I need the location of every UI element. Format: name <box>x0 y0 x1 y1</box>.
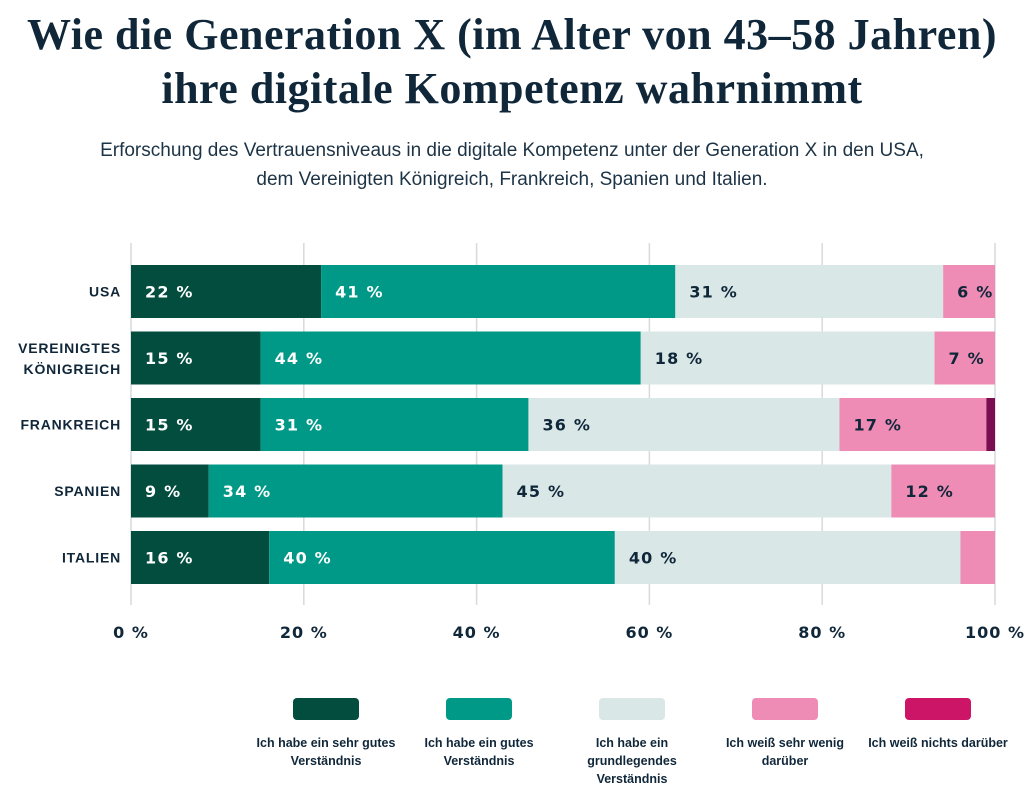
stacked-bar-chart: 0 % 20 % 40 % 60 % 80 % 100 % USA 22 % 41 % 31 % 6… <box>18 243 1024 642</box>
data-label: 44 % <box>275 349 324 368</box>
data-label: 15 % <box>145 416 194 435</box>
bar-segment <box>260 398 529 451</box>
bar-segment <box>269 531 615 584</box>
legend-swatch <box>293 698 359 720</box>
category-label: FRANKREICH <box>20 417 121 433</box>
data-label: 9 % <box>145 482 181 501</box>
data-label: 34 % <box>223 482 272 501</box>
category-label: USA <box>89 284 121 300</box>
bar-segment <box>208 464 503 518</box>
data-label: 45 % <box>517 482 566 501</box>
data-label: 31 % <box>689 283 738 302</box>
legend-item: Ich habe ein gutes Verständnis <box>409 698 549 770</box>
legend-label: Ich weiß nichts darüber <box>868 736 1008 750</box>
bar-segment <box>675 265 944 318</box>
legend-swatch <box>599 698 665 720</box>
category-label: SPANIEN <box>54 483 121 499</box>
x-tick-label: 20 % <box>280 623 328 642</box>
bar-segment <box>614 531 961 584</box>
x-tick-label: 40 % <box>453 623 501 642</box>
bar-segment <box>986 398 995 451</box>
bar-segment <box>934 331 995 385</box>
bar-segment <box>131 265 322 318</box>
data-label: 31 % <box>275 416 324 435</box>
data-label: 15 % <box>145 349 194 368</box>
data-label: 17 % <box>853 416 902 435</box>
chart-subtitle: Erforschung des Vertrauensniveaus in die… <box>100 140 924 190</box>
bar-segment <box>502 464 892 518</box>
data-label: 22 % <box>145 283 194 302</box>
legend-swatch <box>446 698 512 720</box>
legend-item: Ich habe ein grundlegendes Verständnis <box>562 698 702 788</box>
chart-title: Wie die Generation X (im Alter von 43–58… <box>27 10 997 113</box>
legend-item: Ich weiß sehr wenig darüber <box>715 698 855 770</box>
bar-segment <box>131 398 261 451</box>
data-label: 41 % <box>335 283 384 302</box>
data-label: 36 % <box>542 416 591 435</box>
bar-segment <box>640 331 935 385</box>
category-label: ITALIEN <box>62 550 121 566</box>
data-label: 16 % <box>145 549 194 568</box>
data-label: 40 % <box>283 549 332 568</box>
data-label: 40 % <box>629 549 678 568</box>
bar-segment <box>260 331 641 385</box>
data-label: 7 % <box>949 349 985 368</box>
bar-segment <box>131 331 261 385</box>
legend-label: Ich habe ein gutes Verständnis <box>424 736 534 768</box>
bar-segment <box>960 531 995 584</box>
data-label: 6 % <box>957 283 993 302</box>
bar-segment <box>131 531 270 584</box>
x-tick-label: 0 % <box>113 623 149 642</box>
legend-label: Ich weiß sehr wenig darüber <box>725 736 845 768</box>
bar-segment <box>839 398 987 451</box>
bar-segment <box>528 398 840 451</box>
category-label: VEREINIGTES KÖNIGREICH <box>18 340 121 377</box>
legend-swatch <box>752 698 818 720</box>
bar-segment <box>943 265 995 318</box>
legend-item: Ich habe ein sehr gutes Verständnis <box>256 698 396 770</box>
data-label: 18 % <box>655 349 704 368</box>
chart-header: Wie die Generation X (im Alter von 43–58… <box>0 8 1024 194</box>
bar-segment <box>321 265 676 318</box>
x-tick-label: 60 % <box>625 623 673 642</box>
bar-segment <box>891 464 995 518</box>
legend-label: Ich habe ein grundlegendes Verständnis <box>587 736 677 786</box>
legend-swatch <box>905 698 971 720</box>
data-label: 12 % <box>905 482 954 501</box>
x-tick-label: 80 % <box>798 623 846 642</box>
legend-item: Ich weiß nichts darüber <box>868 698 1008 752</box>
legend-label: Ich habe ein sehr gutes Verständnis <box>256 736 396 768</box>
x-tick-label: 100 % <box>965 623 1024 642</box>
bar-segment <box>131 464 209 518</box>
